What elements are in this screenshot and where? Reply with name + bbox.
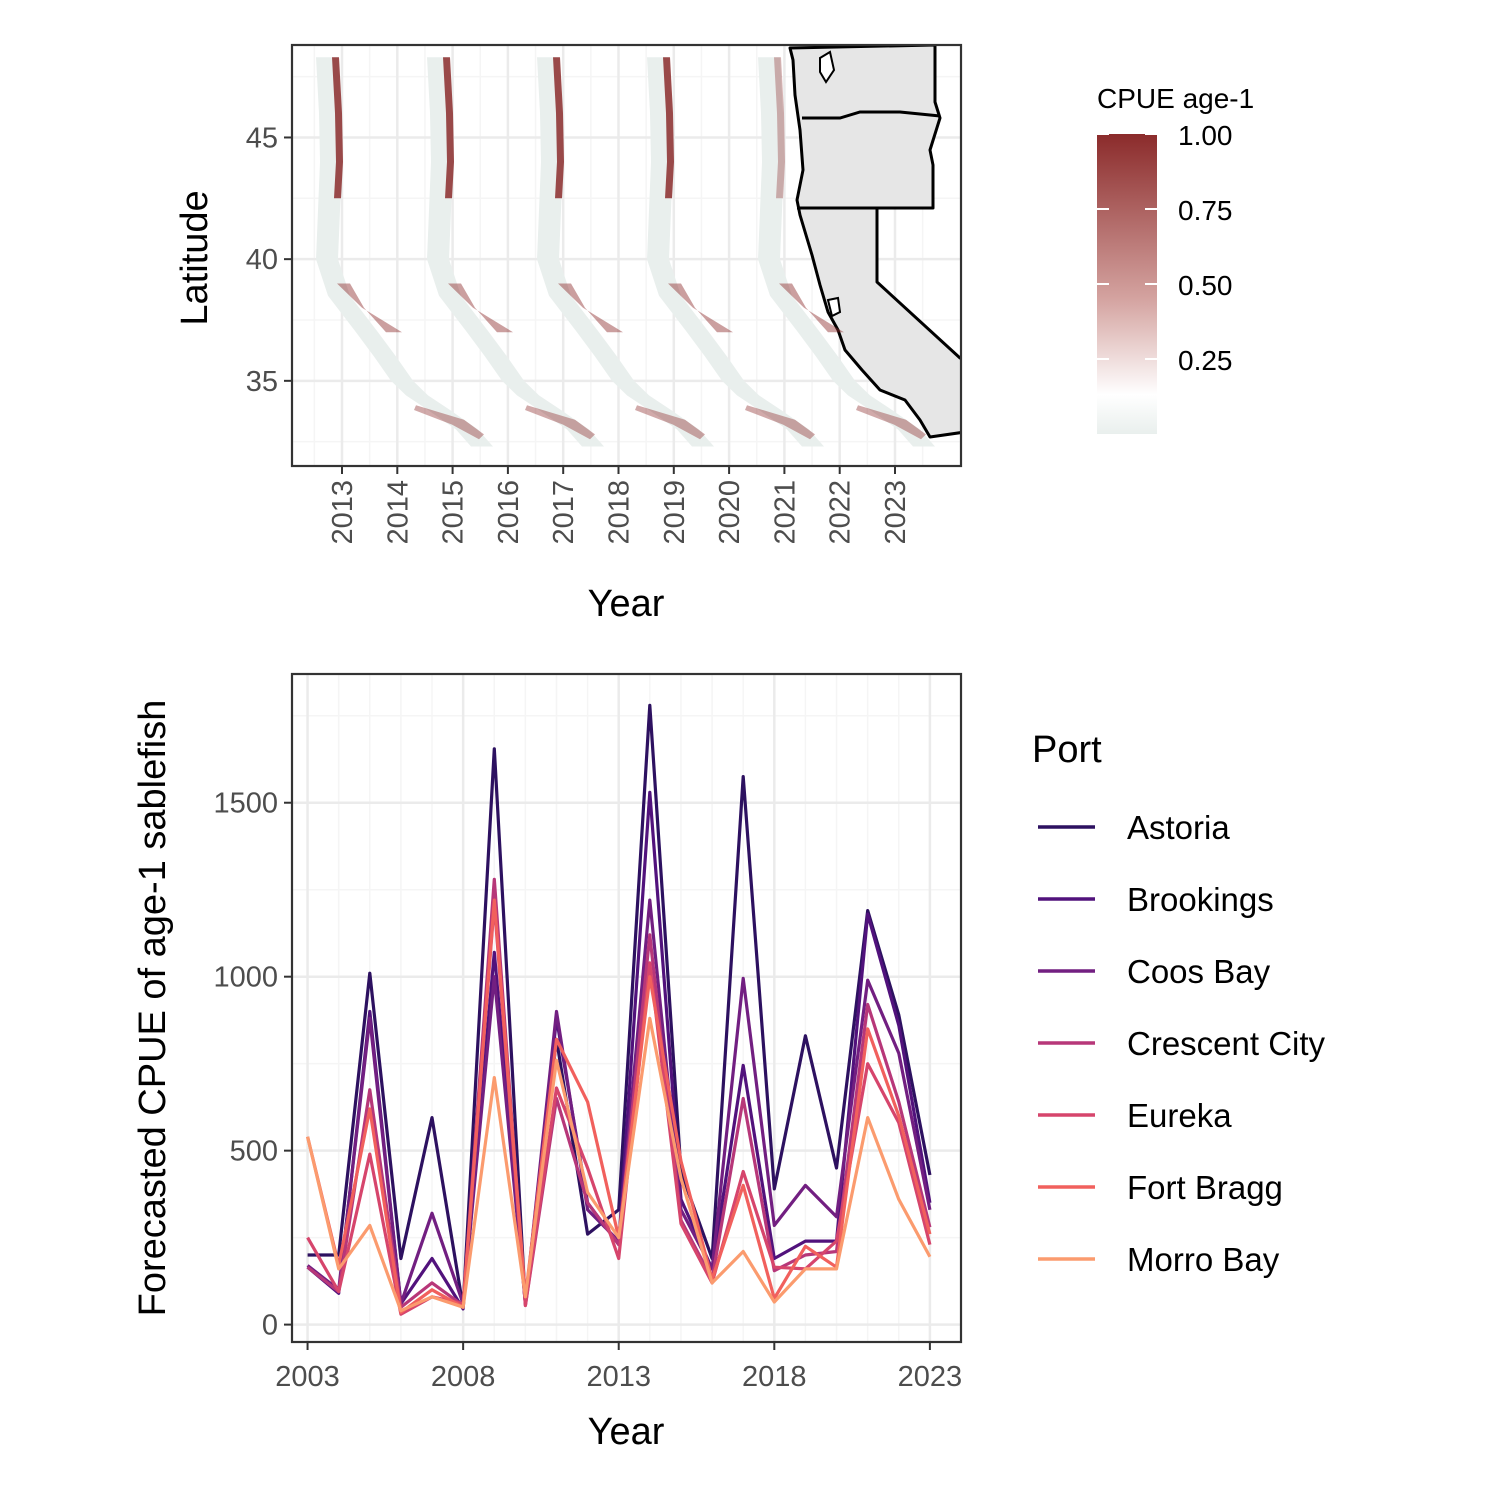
map-x-tick-label: 2020	[714, 480, 746, 545]
map-x-tick-label: 2016	[493, 480, 525, 545]
map-cpue-mid-band	[448, 283, 513, 333]
port-legend-label: Coos Bay	[1127, 953, 1271, 990]
state-land	[788, 45, 961, 439]
line-y-tick-label: 0	[262, 1310, 278, 1342]
map-cpue-mid-band	[558, 283, 623, 333]
port-legend-title: Port	[1032, 729, 1102, 771]
cpue-legend-tick-label: 1.00	[1178, 120, 1233, 151]
line-x-tick-label: 2008	[431, 1361, 496, 1393]
map-cpue-south-band	[745, 405, 815, 440]
map-cpue-high-band	[332, 57, 343, 199]
cpue-strips	[316, 57, 935, 447]
map-cpue-low-band	[537, 57, 714, 447]
cpue-legend-title: CPUE age-1	[1097, 83, 1254, 114]
map-cpue-low-band	[647, 57, 824, 447]
map-cpue-south-band	[525, 405, 595, 440]
map-y-tick-label: 40	[246, 244, 278, 276]
map-cpue-strip-2015	[427, 57, 604, 447]
port-legend-label: Astoria	[1127, 809, 1230, 846]
port-legend-label: Eureka	[1127, 1097, 1232, 1134]
sf-bay	[826, 296, 842, 318]
line-y-tick-label: 1000	[213, 962, 278, 994]
map-cpue-high-band	[443, 57, 454, 199]
port-legend-items: Astoria Brookings Coos Bay Crescent City Eur…	[1038, 809, 1326, 1278]
us-west-coast-land	[788, 45, 961, 439]
map-x-axis: 2013 2014 2015 2016 2017 2018 2019 2020 2021 2022…	[327, 466, 912, 545]
map-x-tick-label: 2023	[880, 480, 912, 545]
map-y-axis-title: Latitude	[174, 190, 216, 325]
map-cpue-strip-2019	[647, 57, 824, 447]
line-x-tick-label: 2023	[898, 1361, 963, 1393]
port-legend-label: Brookings	[1127, 881, 1274, 918]
port-legend-label: Crescent City	[1127, 1025, 1326, 1062]
map-cpue-low-band	[316, 57, 493, 447]
line-panel-border	[290, 672, 963, 1344]
oregon-north-border	[802, 110, 941, 120]
map-cpue-strip-2017	[537, 57, 714, 447]
map-y-axis: 35 40 45	[246, 122, 292, 398]
port-legend-label: Morro Bay	[1127, 1241, 1280, 1278]
line-x-axis: 2003 2008 2013 2018 2023	[275, 1342, 962, 1393]
map-cpue-south-band	[856, 405, 926, 440]
line-x-axis-title: Year	[588, 1411, 665, 1453]
line-y-tick-label: 1500	[213, 788, 278, 820]
map-x-tick-label: 2015	[438, 480, 470, 545]
map-x-tick-label: 2021	[769, 480, 801, 545]
port-legend-label: Fort Bragg	[1127, 1169, 1283, 1206]
line-x-tick-label: 2013	[586, 1361, 651, 1393]
map-cpue-mid-band	[779, 283, 844, 333]
map-cpue-low-band	[758, 57, 935, 447]
map-x-tick-label: 2014	[382, 480, 414, 545]
map-cpue-south-band	[635, 405, 705, 440]
map-x-tick-label: 2019	[659, 480, 691, 545]
line-x-tick-label: 2003	[275, 1361, 340, 1393]
series-line-morro-bay	[306, 1016, 932, 1313]
line-y-tick-label: 500	[230, 1136, 278, 1168]
cpue-legend-ticks: 0.25 0.50 0.75 1.00	[1097, 120, 1233, 376]
map-cpue-high-band	[553, 57, 564, 199]
line-series	[306, 703, 932, 1316]
map-x-tick-label: 2018	[604, 480, 636, 545]
map-y-tick-label: 35	[246, 366, 278, 398]
cpue-legend-tick-label: 0.50	[1178, 270, 1233, 301]
map-cpue-high-band	[774, 57, 785, 199]
map-x-tick-label: 2017	[548, 480, 580, 545]
port-legend: Port Astoria Brookings Coos Bay Crescent Ci…	[1032, 729, 1326, 1278]
map-x-axis-title: Year	[588, 583, 665, 625]
cpue-legend-tick-label: 0.25	[1178, 345, 1233, 376]
line-y-axis-title: Forecasted CPUE of age-1 sablefish	[132, 700, 174, 1317]
line-x-tick-label: 2018	[742, 1361, 807, 1393]
map-panel-border	[290, 43, 963, 468]
map-cpue-mid-band	[337, 283, 402, 333]
map-cpue-mid-band	[668, 283, 733, 333]
series-line-eureka	[306, 902, 932, 1316]
puget-sound	[819, 50, 836, 84]
map-cpue-strip-2013	[316, 57, 493, 447]
cpue-legend-tick-label: 0.75	[1178, 195, 1233, 226]
map-x-tick-label: 2013	[327, 480, 359, 545]
map-cpue-low-band	[427, 57, 604, 447]
map-y-tick-label: 45	[246, 122, 278, 154]
map-x-tick-label: 2022	[825, 480, 857, 545]
line-y-axis: 0 500 1000 1500	[213, 788, 292, 1342]
map-cpue-south-band	[414, 405, 484, 440]
series-line-astoria	[307, 703, 932, 1309]
map-cpue-strip-2021	[758, 57, 935, 447]
line-panel: 0 500 1000 1500 2003 2008 2013 2018 2023 Foreca…	[132, 672, 963, 1453]
cpue-legend: CPUE age-1 0.25 0.50 0.75 1.00	[1097, 83, 1254, 434]
map-cpue-high-band	[663, 57, 674, 199]
